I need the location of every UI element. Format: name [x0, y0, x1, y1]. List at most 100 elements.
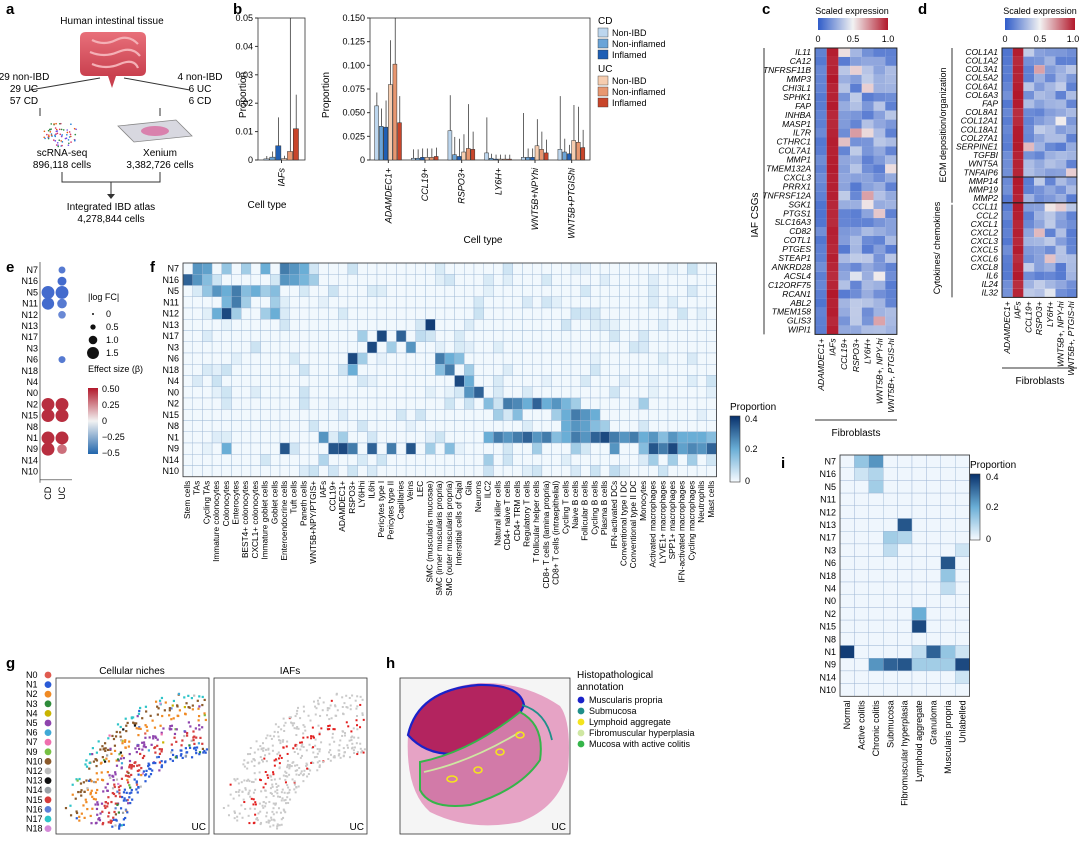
niche-cell [135, 722, 138, 725]
niche-cell [188, 744, 191, 747]
heat-cell [815, 271, 827, 281]
niche-cell [100, 771, 103, 774]
f-cell [386, 442, 397, 455]
size-legend-dot [92, 313, 94, 315]
f-cell [687, 364, 698, 376]
f-cell [367, 465, 378, 477]
i-cell [883, 492, 898, 507]
f-cell [250, 341, 261, 354]
f-cell [648, 319, 659, 331]
f-cell [570, 352, 581, 365]
iaf-cell [343, 751, 346, 754]
f-cell [415, 296, 426, 309]
arrow-left [29, 77, 101, 91]
i-cell [868, 683, 884, 697]
niche-cell [144, 732, 147, 735]
heat-cell [873, 218, 886, 227]
iaf-cell [316, 699, 319, 702]
niche-cell [175, 728, 178, 731]
iaf-cell [275, 786, 278, 789]
f-cell [221, 274, 232, 286]
heat-cell [885, 253, 897, 263]
row-label: ABL2 [789, 298, 811, 308]
f-cell [580, 386, 591, 399]
f-cell [328, 296, 339, 309]
heat-cell [1055, 48, 1067, 57]
heat-cell [850, 289, 862, 299]
f-cell [347, 262, 358, 275]
niche-cell [75, 817, 78, 820]
iaf-cell [280, 823, 283, 826]
f-cell [473, 431, 484, 444]
heat-cell [861, 137, 874, 147]
heat-cell [1055, 237, 1067, 246]
f-cell [483, 375, 494, 387]
niche-cell [201, 726, 204, 729]
heat-cell [1066, 194, 1077, 203]
g-legend-dot [44, 777, 52, 784]
niche-cell [202, 751, 205, 754]
iaf-cell [318, 748, 321, 751]
bar [543, 152, 549, 161]
heat-cell [1066, 280, 1077, 289]
sc-dot [48, 128, 51, 131]
niche-cell [114, 771, 117, 774]
f-cell [512, 274, 523, 286]
iaf-cell [312, 746, 315, 749]
f-col-label: Naive B cells [570, 481, 580, 529]
sc-dot [55, 128, 58, 131]
iaf-cell [297, 752, 300, 755]
f-cell [308, 442, 320, 455]
f-cell [706, 375, 717, 387]
niche-cell [111, 791, 114, 795]
niche-cell [113, 810, 116, 814]
f-cell [202, 465, 213, 477]
iaf-cell [346, 706, 349, 709]
f-cell [687, 262, 698, 275]
f-cell [299, 442, 310, 455]
heat-cell [815, 182, 827, 192]
f-cell [706, 364, 717, 376]
f-cell [260, 386, 271, 399]
niche-cell [173, 736, 176, 739]
niche-cell [160, 765, 163, 768]
i-cell [926, 556, 942, 570]
row-label: COL6A3 [965, 90, 998, 100]
f-cell [677, 454, 688, 466]
f-cell [464, 341, 475, 354]
f-cell [240, 262, 252, 275]
heat-cell [1055, 65, 1067, 74]
f-cell [415, 409, 426, 421]
i-cell [955, 607, 970, 621]
iaf-cell [286, 740, 289, 743]
iaf-cell [278, 777, 281, 780]
f-cell [376, 386, 387, 399]
heat-cell [885, 182, 897, 192]
f-cell [308, 285, 320, 297]
h-legend-title-line1: Histopathological [577, 670, 653, 681]
f-cell [580, 330, 591, 342]
iaf-cell [285, 802, 288, 805]
niche-cell [80, 812, 83, 815]
iaf-cell [335, 692, 338, 695]
heat-cell [826, 218, 839, 227]
f-cell [532, 397, 543, 410]
heat-cell [815, 155, 827, 165]
iaf-cell [256, 817, 259, 820]
f-cell [435, 319, 446, 331]
heat-cell [1002, 288, 1013, 298]
niche-cell [122, 756, 125, 760]
f-cell [473, 352, 484, 365]
heat-cell [1012, 108, 1024, 117]
row-label: ANKRD28 [771, 262, 811, 272]
heat-cell [838, 56, 851, 66]
iaf-cell [247, 791, 250, 794]
iaf-cell [273, 778, 276, 781]
niche-cell [121, 754, 124, 757]
niche-cell [168, 709, 171, 712]
niche-cell [119, 751, 122, 754]
heat-cell [1002, 211, 1013, 220]
heat-cell [1034, 237, 1045, 246]
niche-cell [148, 763, 151, 766]
i-cell [854, 658, 870, 672]
